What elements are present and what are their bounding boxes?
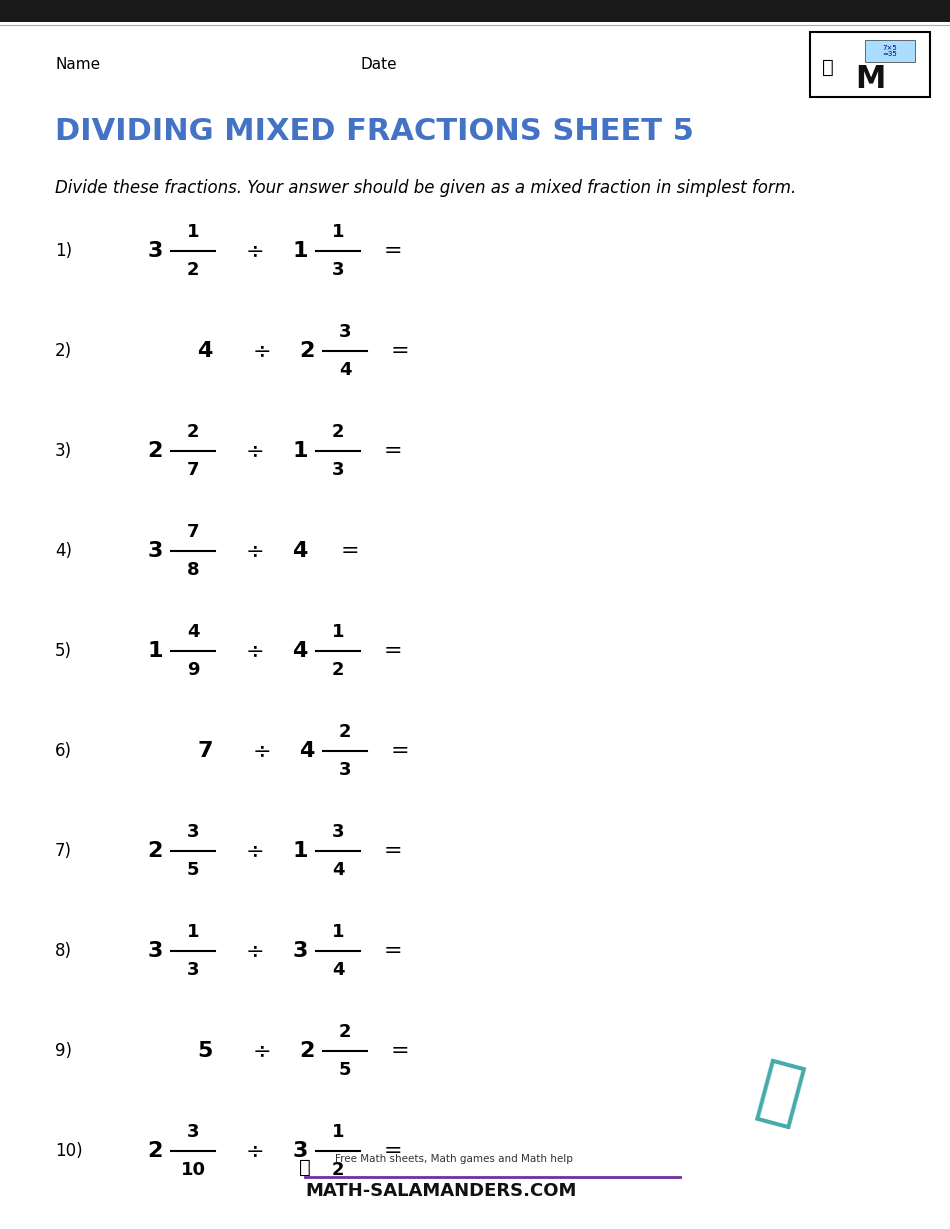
Text: 1: 1 — [332, 222, 344, 241]
Text: 7: 7 — [187, 524, 200, 541]
Text: 2): 2) — [55, 342, 72, 360]
Bar — [810, 32, 930, 97]
Text: 10): 10) — [55, 1142, 83, 1160]
Text: 3: 3 — [147, 241, 162, 261]
Text: ÷: ÷ — [246, 642, 264, 661]
Text: 3: 3 — [293, 941, 308, 961]
Text: =: = — [384, 841, 402, 862]
Bar — [0, 0, 950, 22]
Text: 5: 5 — [339, 1061, 352, 1079]
Text: 4): 4) — [55, 542, 72, 560]
Text: =: = — [341, 541, 359, 560]
Text: ÷: ÷ — [246, 841, 264, 862]
Text: 3: 3 — [187, 961, 200, 980]
Text: Μ: Μ — [855, 64, 885, 93]
Text: 10: 10 — [180, 1161, 205, 1179]
Text: 4: 4 — [187, 623, 200, 642]
Text: 4: 4 — [339, 361, 352, 379]
Text: 2: 2 — [147, 441, 162, 461]
Text: =: = — [384, 241, 402, 261]
Text: 2: 2 — [332, 1161, 344, 1179]
Text: 2: 2 — [299, 340, 314, 361]
Text: 3: 3 — [187, 823, 200, 841]
Text: 7: 7 — [187, 461, 200, 479]
Text: 2: 2 — [187, 423, 200, 441]
Text: 3: 3 — [293, 1141, 308, 1161]
Text: 1): 1) — [55, 242, 72, 261]
Text: 5: 5 — [198, 1041, 213, 1061]
Text: MATH-SALAMANDERS.COM: MATH-SALAMANDERS.COM — [305, 1182, 577, 1200]
Text: =: = — [384, 642, 402, 661]
Text: 3: 3 — [147, 941, 162, 961]
Text: =: = — [390, 340, 409, 361]
Text: 7×5
=35: 7×5 =35 — [883, 44, 898, 58]
Text: =: = — [390, 1041, 409, 1061]
Text: =: = — [384, 941, 402, 961]
Text: 1: 1 — [187, 923, 200, 941]
Text: ÷: ÷ — [246, 241, 264, 261]
Text: 1: 1 — [293, 241, 308, 261]
Text: 2: 2 — [147, 1141, 162, 1161]
Text: 5: 5 — [187, 862, 200, 879]
Text: ÷: ÷ — [246, 941, 264, 961]
Text: =: = — [384, 441, 402, 461]
Text: ÷: ÷ — [246, 1141, 264, 1161]
Text: 7: 7 — [198, 741, 213, 761]
Text: 3: 3 — [187, 1123, 200, 1141]
Text: 4: 4 — [332, 862, 344, 879]
Text: 2: 2 — [332, 423, 344, 441]
Text: DIVIDING MIXED FRACTIONS SHEET 5: DIVIDING MIXED FRACTIONS SHEET 5 — [55, 117, 694, 146]
Text: Divide these fractions. Your answer should be given as a mixed fraction in simpl: Divide these fractions. Your answer shou… — [55, 179, 796, 197]
Text: 3: 3 — [339, 761, 352, 779]
Text: 1: 1 — [293, 441, 308, 461]
Text: 1: 1 — [332, 1123, 344, 1141]
Text: 9: 9 — [187, 661, 200, 678]
Text: ÷: ÷ — [246, 541, 264, 560]
Bar — [865, 41, 915, 61]
Text: ÷: ÷ — [246, 441, 264, 461]
Text: Name: Name — [55, 57, 100, 73]
Text: 4: 4 — [299, 741, 314, 761]
Text: 9): 9) — [55, 1042, 72, 1059]
Text: =: = — [384, 1141, 402, 1161]
Text: 4: 4 — [293, 541, 308, 560]
Text: 4: 4 — [198, 340, 213, 361]
Text: 1: 1 — [332, 923, 344, 941]
Text: ÷: ÷ — [253, 1041, 272, 1061]
Text: 3: 3 — [332, 461, 344, 479]
Text: 2: 2 — [187, 261, 200, 279]
Text: 1: 1 — [147, 642, 162, 661]
Text: ÷: ÷ — [253, 340, 272, 361]
Text: 4: 4 — [293, 642, 308, 661]
Text: 3: 3 — [147, 541, 162, 560]
Text: 2: 2 — [299, 1041, 314, 1061]
Text: 8): 8) — [55, 941, 72, 960]
Text: 1: 1 — [187, 222, 200, 241]
Text: 2: 2 — [339, 723, 352, 741]
Text: 🐆: 🐆 — [822, 58, 834, 76]
Text: 1: 1 — [332, 623, 344, 642]
Text: 3: 3 — [339, 323, 352, 340]
Text: 1: 1 — [293, 841, 308, 862]
Text: 🐆: 🐆 — [299, 1158, 311, 1176]
Text: 5): 5) — [55, 642, 72, 660]
Text: 3: 3 — [332, 261, 344, 279]
Text: 2: 2 — [147, 841, 162, 862]
Text: 2: 2 — [339, 1023, 352, 1041]
Text: 3: 3 — [332, 823, 344, 841]
Text: Date: Date — [360, 57, 397, 73]
Text: 3): 3) — [55, 442, 72, 460]
Text: 8: 8 — [187, 560, 200, 579]
Text: 4: 4 — [332, 961, 344, 980]
Text: ÷: ÷ — [253, 741, 272, 761]
Text: Free Math sheets, Math games and Math help: Free Math sheets, Math games and Math he… — [335, 1154, 573, 1164]
Text: =: = — [390, 741, 409, 761]
Text: 6): 6) — [55, 742, 72, 760]
Text: 7): 7) — [55, 842, 72, 860]
Text: 2: 2 — [332, 661, 344, 678]
Text: 🦎: 🦎 — [750, 1054, 810, 1133]
